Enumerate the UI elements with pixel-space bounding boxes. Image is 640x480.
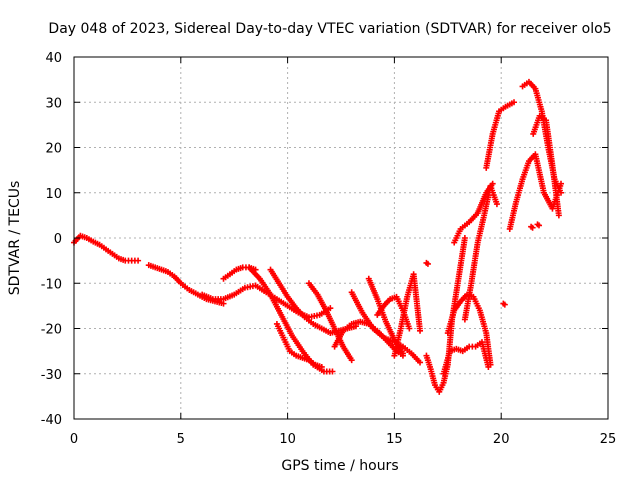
data-markers bbox=[71, 78, 565, 395]
data-point bbox=[135, 257, 142, 264]
y-axis-label: SDTVAR / TECUs bbox=[7, 181, 23, 296]
data-point bbox=[399, 350, 406, 357]
data-point bbox=[529, 224, 536, 231]
data-point bbox=[406, 325, 413, 332]
data-point bbox=[318, 363, 325, 370]
chart-title: Day 048 of 2023, Sidereal Day-to-day VTE… bbox=[48, 21, 611, 37]
x-tick-label: 0 bbox=[70, 432, 78, 447]
y-tick-label: -20 bbox=[41, 323, 62, 338]
y-tick-label: 30 bbox=[45, 96, 62, 111]
data-point bbox=[348, 357, 355, 364]
data-point bbox=[417, 359, 424, 366]
data-point bbox=[558, 189, 565, 196]
x-tick-label: 15 bbox=[386, 432, 403, 447]
y-tick-label: -10 bbox=[41, 277, 62, 292]
grid bbox=[74, 57, 608, 419]
data-point bbox=[536, 222, 543, 229]
y-tick-label: -30 bbox=[41, 368, 62, 383]
x-tick-label: 5 bbox=[177, 432, 185, 447]
x-tick-label: 20 bbox=[493, 432, 510, 447]
y-tick-label: 40 bbox=[45, 51, 62, 66]
data-point bbox=[487, 361, 494, 368]
data-point bbox=[461, 235, 468, 241]
data-point bbox=[424, 260, 431, 267]
x-tick-label: 25 bbox=[600, 432, 617, 447]
y-tick-label: 20 bbox=[45, 142, 62, 157]
axes: 0 5 10 15 20 25 -40 -30 -20 -10 0 10 20 30 40 bbox=[41, 51, 617, 447]
x-axis-label: GPS time / hours bbox=[281, 458, 398, 474]
y-tick-label: 10 bbox=[45, 187, 62, 202]
data-point bbox=[493, 201, 500, 208]
x-tick-label: 10 bbox=[279, 432, 296, 447]
data-point bbox=[327, 305, 334, 312]
y-tick-label: -40 bbox=[41, 413, 62, 428]
data-point bbox=[329, 368, 336, 375]
data-point bbox=[555, 212, 562, 219]
data-point bbox=[501, 301, 508, 308]
y-tick-label: 0 bbox=[54, 232, 62, 247]
data-point bbox=[417, 327, 424, 334]
data-point bbox=[511, 99, 518, 106]
